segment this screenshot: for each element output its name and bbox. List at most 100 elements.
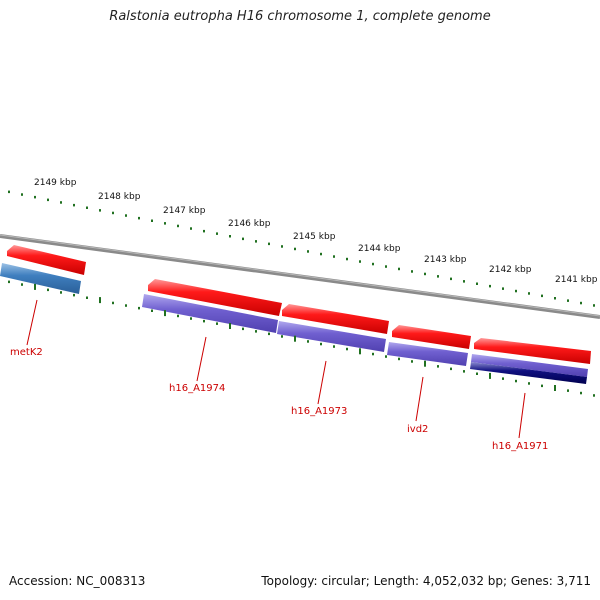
outer-ruler-minor-tick	[307, 250, 309, 253]
inner-ruler-minor-tick	[8, 280, 10, 284]
inner-ruler-minor-tick	[593, 394, 595, 397]
inner-ruler-minor-tick	[21, 283, 23, 286]
outer-ruler-minor-tick	[580, 301, 582, 305]
outer-ruler-minor-tick	[8, 190, 10, 194]
inner-ruler-minor-tick	[515, 379, 517, 383]
outer-ruler-minor-tick	[281, 245, 283, 248]
outer-ruler-minor-tick	[229, 235, 231, 238]
ruler-label-2146: 2146 kbp	[228, 219, 271, 229]
outer-ruler-minor-tick	[528, 292, 530, 295]
inner-ruler-minor-tick	[125, 304, 127, 307]
outer-ruler-minor-tick	[398, 267, 400, 271]
map-title: Ralstonia eutropha H16 chromosome 1, com…	[109, 9, 491, 24]
inner-ruler-minor-tick	[411, 360, 413, 363]
gene-arrow-h16_A1973-forward[interactable]	[282, 304, 389, 334]
outer-ruler-minor-tick	[34, 195, 36, 199]
inner-ruler-minor-tick	[320, 342, 322, 346]
outer-ruler-minor-tick	[476, 282, 478, 285]
inner-ruler-minor-tick	[151, 309, 153, 312]
outer-ruler-minor-tick	[411, 270, 413, 273]
leader-line-metK2	[26, 299, 38, 346]
outer-ruler-minor-tick	[203, 229, 205, 233]
outer-ruler	[8, 190, 595, 307]
inner-ruler-minor-tick	[385, 355, 387, 358]
outer-ruler-minor-tick	[320, 252, 322, 256]
ruler-label-2143: 2143 kbp	[424, 255, 467, 265]
gene-bar-h16_A1974[interactable]	[142, 294, 278, 333]
gene-bar-h16_A1971-lower[interactable]	[470, 362, 587, 384]
leader-line-ivd2	[415, 376, 424, 422]
outer-ruler-minor-tick	[151, 219, 153, 222]
inner-ruler-minor-tick	[502, 377, 504, 380]
topology-summary-text: Topology: circular; Length: 4,052,032 bp…	[261, 574, 591, 588]
gene-label-h16_A1971[interactable]: h16_A1971	[492, 441, 548, 452]
inner-ruler-major-tick	[164, 310, 166, 317]
accession-text: Accession: NC_008313	[9, 574, 146, 588]
gene-bar-metK2[interactable]	[0, 263, 81, 294]
inner-ruler-major-tick	[294, 335, 296, 342]
outer-ruler-minor-tick	[359, 260, 361, 263]
inner-ruler-minor-tick	[437, 365, 439, 368]
leader-line-h16_A1971	[518, 392, 526, 439]
outer-ruler-minor-tick	[86, 206, 88, 209]
outer-ruler-minor-tick	[190, 227, 192, 230]
gene-arrow-ivd2-forward[interactable]	[392, 325, 471, 349]
inner-ruler-minor-tick	[138, 306, 140, 310]
inner-ruler-minor-tick	[86, 296, 88, 299]
outer-ruler-minor-tick	[424, 272, 426, 276]
gene-bar-h16_A1971-upper[interactable]	[471, 354, 588, 377]
outer-ruler-minor-tick	[216, 232, 218, 235]
inner-ruler-minor-tick	[372, 352, 374, 356]
inner-ruler-minor-tick	[73, 293, 75, 297]
inner-ruler-minor-tick	[203, 319, 205, 323]
inner-ruler-minor-tick	[268, 332, 270, 336]
gene-label-metK2[interactable]: metK2	[10, 347, 43, 358]
outer-ruler-minor-tick	[60, 201, 62, 204]
outer-ruler-minor-tick	[437, 275, 439, 278]
inner-ruler-minor-tick	[307, 340, 309, 343]
outer-ruler-minor-tick	[112, 211, 114, 215]
ruler-label-2147: 2147 kbp	[163, 206, 206, 216]
outer-ruler-minor-tick	[125, 214, 127, 217]
outer-ruler-minor-tick	[333, 255, 335, 258]
inner-ruler-minor-tick	[255, 330, 257, 333]
gene-label-h16_A1974[interactable]: h16_A1974	[169, 383, 225, 394]
inner-ruler-minor-tick	[281, 335, 283, 338]
outer-ruler-minor-tick	[294, 247, 296, 251]
ruler-label-2148: 2148 kbp	[98, 192, 141, 202]
outer-ruler-minor-tick	[255, 240, 257, 243]
outer-ruler-minor-tick	[515, 289, 517, 293]
inner-ruler-minor-tick	[47, 288, 49, 292]
ruler-label-2149: 2149 kbp	[34, 178, 77, 188]
outer-ruler-minor-tick	[463, 280, 465, 283]
inner-ruler-minor-tick	[567, 389, 569, 392]
inner-ruler	[8, 280, 595, 397]
inner-ruler-major-tick	[34, 283, 36, 290]
inner-ruler-minor-tick	[580, 391, 582, 395]
outer-ruler-minor-tick	[385, 265, 387, 268]
leader-line-h16_A1973	[317, 360, 327, 405]
ruler-labels: 2149 kbp 2148 kbp 2147 kbp 2146 kbp 2145…	[34, 178, 598, 285]
outer-ruler-minor-tick	[164, 222, 166, 225]
inner-ruler-major-tick	[424, 360, 426, 367]
outer-ruler-minor-tick	[99, 209, 101, 212]
gene-arrow-h16_A1974-forward[interactable]	[148, 279, 282, 316]
inner-ruler-minor-tick	[60, 291, 62, 294]
ruler-label-2142: 2142 kbp	[489, 265, 532, 275]
outer-ruler-minor-tick	[73, 203, 75, 207]
outer-ruler-minor-tick	[567, 299, 569, 302]
outer-ruler-minor-tick	[346, 257, 348, 261]
gene-bar-h16_A1973[interactable]	[277, 321, 386, 352]
forward-strand-genes	[7, 245, 591, 364]
gene-labels: metK2 h16_A1974 h16_A1973 ivd2 h16_A1971	[10, 299, 548, 452]
gene-arrow-metK2-forward[interactable]	[7, 245, 86, 275]
gene-arrow-h16_A1971-forward[interactable]	[474, 338, 591, 364]
gene-label-ivd2[interactable]: ivd2	[407, 424, 428, 435]
gene-bar-ivd2[interactable]	[387, 342, 468, 366]
outer-ruler-minor-tick	[554, 297, 556, 300]
outer-ruler-minor-tick	[138, 216, 140, 220]
outer-ruler-minor-tick	[502, 287, 504, 290]
gene-label-h16_A1973[interactable]: h16_A1973	[291, 406, 347, 417]
inner-ruler-minor-tick	[346, 347, 348, 351]
outer-ruler-minor-tick	[489, 284, 491, 288]
